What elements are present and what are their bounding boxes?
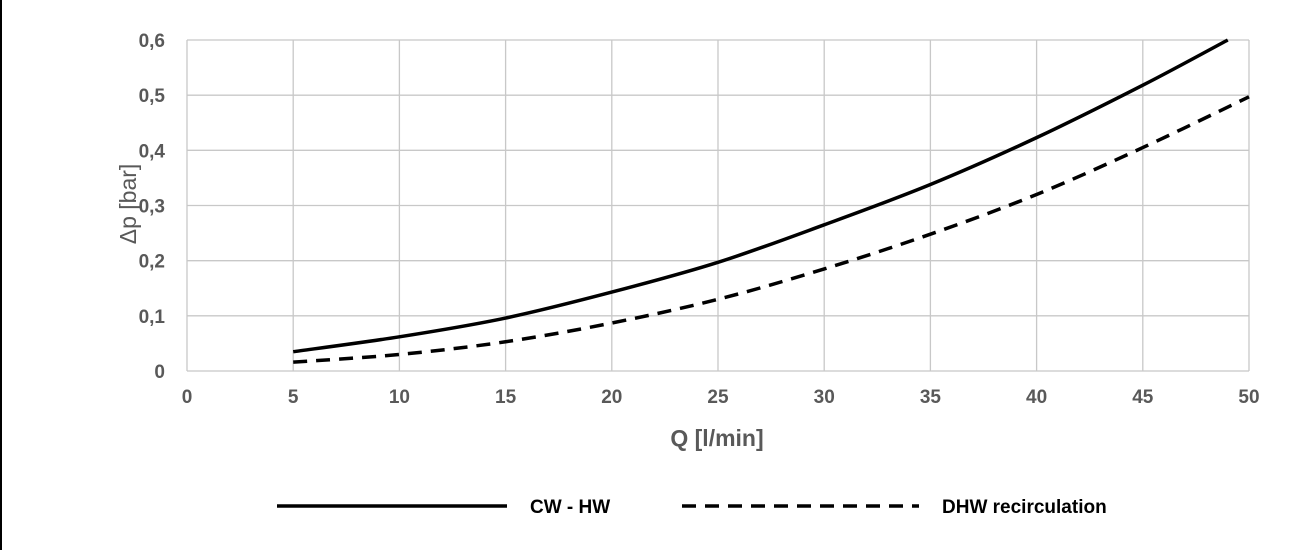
x-axis-ticks: 0 5 10 15 20 25 30 35 40 45 50 <box>182 387 1260 408</box>
legend: CW - HW DHW recirculation <box>277 497 1107 518</box>
x-tick-label: 5 <box>288 387 299 408</box>
x-tick-label: 50 <box>1238 387 1259 408</box>
series-lines <box>292 38 1250 364</box>
y-tick-label: 0,3 <box>139 197 165 218</box>
series-line-cw-hw <box>292 38 1229 354</box>
y-tick-label: 0,6 <box>139 31 165 52</box>
legend-label-cw-hw: CW - HW <box>530 497 610 518</box>
x-tick-label: 45 <box>1132 387 1154 408</box>
y-axis-ticks: 0 0,1 0,2 0,3 0,4 0,5 0,6 <box>139 31 166 383</box>
x-tick-label: 35 <box>920 387 942 408</box>
y-tick-label: 0,2 <box>139 252 165 273</box>
x-tick-label: 40 <box>1026 387 1047 408</box>
y-axis-title: Δp [bar] <box>115 164 141 245</box>
legend-label-dhw-recirculation: DHW recirculation <box>942 497 1107 518</box>
x-tick-label: 20 <box>601 387 622 408</box>
y-tick-label: 0,1 <box>139 307 166 328</box>
x-tick-label: 10 <box>389 387 410 408</box>
y-tick-label: 0 <box>154 362 165 383</box>
x-axis-title: Q [l/min] <box>670 425 763 451</box>
x-tick-label: 15 <box>495 387 517 408</box>
x-tick-label: 30 <box>814 387 835 408</box>
grid <box>186 39 1250 372</box>
x-tick-label: 25 <box>707 387 729 408</box>
series-line-dhw-recirculation <box>293 95 1250 364</box>
y-tick-label: 0,5 <box>139 86 166 107</box>
x-tick-label: 0 <box>182 387 193 408</box>
y-tick-label: 0,4 <box>139 141 166 162</box>
